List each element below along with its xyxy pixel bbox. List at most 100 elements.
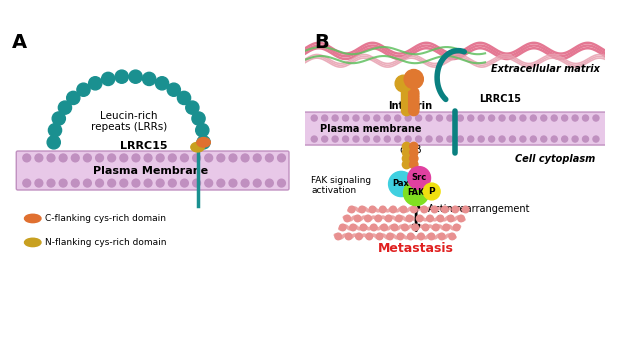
Circle shape <box>120 179 128 187</box>
Circle shape <box>447 136 453 142</box>
Circle shape <box>396 215 403 222</box>
Circle shape <box>59 179 67 187</box>
Circle shape <box>395 115 401 121</box>
Circle shape <box>403 160 411 169</box>
Circle shape <box>375 215 382 222</box>
Circle shape <box>437 136 442 142</box>
Circle shape <box>356 233 362 240</box>
Circle shape <box>52 112 65 125</box>
Text: Plasma membrane: Plasma membrane <box>320 124 422 134</box>
Circle shape <box>412 224 418 231</box>
Circle shape <box>520 136 526 142</box>
Text: LRRC15: LRRC15 <box>479 94 521 103</box>
Ellipse shape <box>25 214 41 223</box>
Circle shape <box>499 115 505 121</box>
Circle shape <box>400 206 407 213</box>
Text: FAK signaling
activation: FAK signaling activation <box>311 176 372 195</box>
Circle shape <box>144 154 152 162</box>
Circle shape <box>458 136 463 142</box>
Circle shape <box>332 115 338 121</box>
Circle shape <box>409 95 419 105</box>
Circle shape <box>335 233 341 240</box>
Circle shape <box>437 215 444 222</box>
Circle shape <box>343 115 348 121</box>
Circle shape <box>192 112 205 125</box>
Circle shape <box>229 154 237 162</box>
Circle shape <box>253 154 261 162</box>
Circle shape <box>311 136 317 142</box>
Circle shape <box>186 101 199 114</box>
Circle shape <box>401 105 411 116</box>
Circle shape <box>468 115 474 121</box>
Circle shape <box>49 124 61 137</box>
Circle shape <box>416 115 422 121</box>
Circle shape <box>431 206 438 213</box>
Circle shape <box>395 136 401 142</box>
Circle shape <box>365 215 371 222</box>
Circle shape <box>416 215 423 222</box>
Circle shape <box>67 91 80 104</box>
Circle shape <box>499 136 505 142</box>
Circle shape <box>47 179 55 187</box>
Circle shape <box>395 75 412 92</box>
Circle shape <box>71 154 79 162</box>
Circle shape <box>489 115 495 121</box>
Circle shape <box>447 215 454 222</box>
Circle shape <box>359 206 365 213</box>
Circle shape <box>167 83 180 96</box>
Circle shape <box>421 206 427 213</box>
Circle shape <box>47 136 60 149</box>
Circle shape <box>583 136 588 142</box>
Text: A: A <box>12 33 27 52</box>
Circle shape <box>132 179 140 187</box>
Circle shape <box>572 136 578 142</box>
Circle shape <box>410 154 418 163</box>
Circle shape <box>401 103 411 113</box>
Circle shape <box>369 206 375 213</box>
Circle shape <box>572 115 578 121</box>
Circle shape <box>449 233 456 240</box>
Circle shape <box>416 136 422 142</box>
Text: N-flanking cys-rich domain: N-flanking cys-rich domain <box>45 238 166 247</box>
Circle shape <box>403 142 411 151</box>
Circle shape <box>403 148 411 157</box>
Text: P: P <box>428 187 435 196</box>
Text: Extracellular matrix: Extracellular matrix <box>491 64 600 74</box>
Circle shape <box>593 136 599 142</box>
Circle shape <box>363 115 370 121</box>
Text: LRRC15: LRRC15 <box>120 141 167 151</box>
Text: Leucin-rich
repeats (LRRs): Leucin-rich repeats (LRRs) <box>90 111 167 132</box>
Circle shape <box>530 115 537 121</box>
Text: Pax: Pax <box>392 179 410 188</box>
Text: B: B <box>314 33 329 52</box>
Circle shape <box>366 233 373 240</box>
Circle shape <box>168 179 176 187</box>
Circle shape <box>168 154 176 162</box>
Circle shape <box>345 233 352 240</box>
Circle shape <box>143 72 155 85</box>
Circle shape <box>156 154 164 162</box>
Circle shape <box>389 171 414 197</box>
Circle shape <box>205 154 212 162</box>
Circle shape <box>322 136 327 142</box>
Circle shape <box>408 167 430 189</box>
Circle shape <box>428 233 435 240</box>
Circle shape <box>181 179 188 187</box>
Circle shape <box>144 179 152 187</box>
Circle shape <box>95 179 104 187</box>
Circle shape <box>83 154 91 162</box>
Circle shape <box>71 179 79 187</box>
Circle shape <box>583 115 588 121</box>
Circle shape <box>35 154 43 162</box>
Ellipse shape <box>25 238 41 247</box>
Circle shape <box>408 233 414 240</box>
Circle shape <box>520 115 526 121</box>
Circle shape <box>541 136 547 142</box>
Circle shape <box>423 183 440 200</box>
Circle shape <box>348 206 355 213</box>
Circle shape <box>427 215 434 222</box>
Circle shape <box>102 72 115 85</box>
Circle shape <box>265 179 273 187</box>
Circle shape <box>363 136 370 142</box>
Circle shape <box>403 154 411 163</box>
